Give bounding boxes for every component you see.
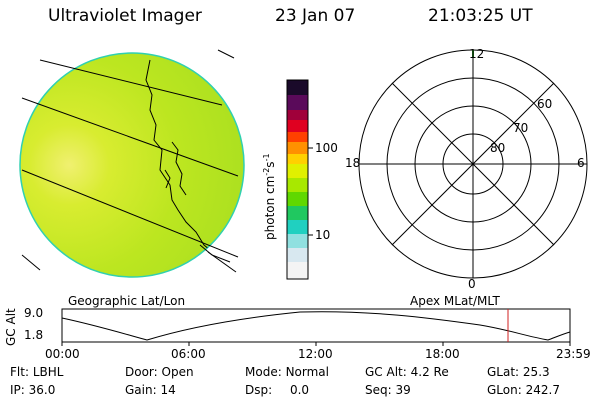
gain-info: Gain: 14 [125, 383, 176, 397]
geo-lat-lines [21, 49, 239, 273]
door-info: Door: Open [125, 365, 194, 379]
colorbar-tick-100: 100 [315, 141, 338, 155]
orbit-x-tick: 12:00 [298, 347, 333, 361]
orbit-x-tick: 00:00 [45, 347, 80, 361]
colorbar [286, 79, 313, 280]
uv-earth-disk [19, 52, 245, 278]
date-label: 23 Jan 07 [275, 6, 356, 26]
mode-info: Mode: Normal [245, 365, 329, 379]
orbit-y-axis-label: GC Alt [4, 308, 18, 346]
polar-grid [358, 49, 588, 279]
glat-info: GLat: 25.3 [487, 365, 550, 379]
orbit-x-tick: 06:00 [171, 347, 206, 361]
instrument-title: Ultraviolet Imager [48, 6, 202, 26]
mlat-80-label: 80 [490, 141, 506, 155]
orbit-y-bottom: 1.8 [24, 328, 44, 342]
seq-info: Seq: 39 [365, 383, 411, 397]
gcalt-info: GC Alt: 4.2 Re [365, 365, 449, 379]
mlat-70-label: 70 [513, 121, 529, 135]
apex-label: Apex MLat/MLT [410, 294, 500, 308]
colorbar-tick-10: 10 [315, 228, 331, 242]
time-label: 21:03:25 UT [428, 6, 533, 26]
mlt-12-label: 12 [469, 47, 485, 61]
mlt-18-label: 18 [345, 156, 361, 170]
orbit-x-tick: 23:59 [556, 347, 591, 361]
mlt-6-label: 6 [577, 156, 585, 170]
colorbar-unit-label: photon cm-2s-1 [262, 153, 277, 240]
orbit-y-top: 9.0 [24, 306, 44, 320]
geographic-label: Geographic Lat/Lon [68, 294, 186, 308]
dsp-info: Dsp: 0.0 [245, 383, 310, 397]
mlat-60-label: 60 [537, 97, 553, 111]
orbit-x-tick: 18:00 [425, 347, 460, 361]
glon-info: GLon: 242.7 [487, 383, 560, 397]
ip-info: IP: 36.0 [10, 383, 56, 397]
mlt-0-label: 0 [468, 277, 476, 291]
flt-info: Flt: LBHL [10, 365, 64, 379]
orbit-plot [61, 308, 571, 346]
